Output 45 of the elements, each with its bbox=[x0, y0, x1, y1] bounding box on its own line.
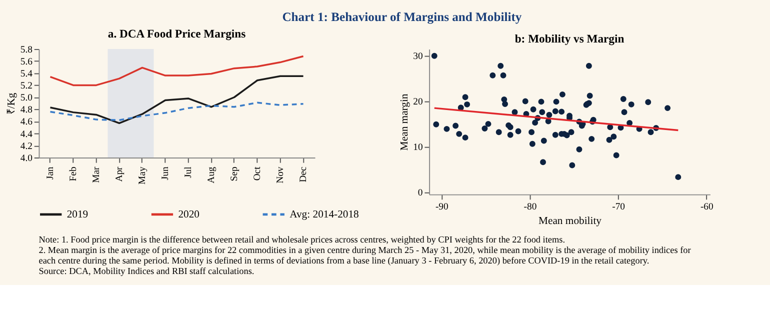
x-tick-label: Sep bbox=[229, 166, 240, 182]
x-axis-title: Mean mobility bbox=[538, 216, 602, 227]
chart-title: a. DCA Food Price Margins bbox=[108, 27, 246, 40]
y-tick-label: 5.8 bbox=[20, 44, 33, 56]
y-tick-label: 5.6 bbox=[20, 56, 33, 68]
y-tick-label: 4.8 bbox=[20, 104, 33, 116]
x-tick-label: -90 bbox=[435, 201, 449, 212]
x-tick-label: Aug bbox=[206, 166, 218, 184]
x-tick-label: -70 bbox=[612, 201, 626, 212]
x-tick-label: Jan bbox=[45, 166, 56, 180]
x-tick-label: Apr bbox=[114, 166, 126, 182]
y-tick-label: 10 bbox=[413, 142, 423, 154]
y-tick-label: 4.0 bbox=[20, 152, 33, 164]
y-tick-label: 0 bbox=[418, 187, 423, 198]
y-tick-label: 4.6 bbox=[20, 116, 33, 128]
line-series bbox=[49, 102, 304, 122]
x-tick-label: May bbox=[137, 166, 148, 184]
caption: Chart 1: Behaviour of Margins and Mobility bbox=[282, 10, 522, 24]
x-tick-label: Oct bbox=[252, 166, 264, 181]
y-axis-title: Mean margin bbox=[399, 93, 410, 151]
x-tick-label: Jun bbox=[160, 166, 172, 180]
line-series bbox=[49, 55, 304, 86]
x-tick-label: Mar bbox=[91, 166, 102, 183]
y-tick-label: 5.0 bbox=[20, 92, 33, 104]
y-tick-label: 5.4 bbox=[20, 68, 33, 80]
x-tick-label: Jul bbox=[183, 166, 194, 178]
y-tick-label: 20 bbox=[413, 96, 423, 108]
legend-label: 2020 bbox=[178, 209, 200, 220]
y-tick-label: 4.2 bbox=[20, 140, 33, 152]
y-tick-label: 5.2 bbox=[20, 80, 33, 92]
line-series bbox=[49, 75, 304, 124]
y-tick-label: 30 bbox=[413, 51, 423, 62]
x-tick-label: Feb bbox=[68, 166, 80, 182]
chart-title: b: Mobility vs Margin bbox=[514, 32, 625, 46]
y-axis-title: ₹/Kg bbox=[6, 92, 18, 115]
x-tick-label: -80 bbox=[524, 201, 537, 212]
text: 2. Mean margin is the average of price margins for 22 commodities in a given centre during March 25 - May 31, 2020, while mean mobility is the average of mobility indices for each centre during the same period. Mobility is defined in terms of deviations from a base line (January 3 - February 6, 2020) before COVID-19 in the retail category. bbox=[38, 244, 691, 266]
text: Note: 1. Food price margin is the difference between retail and wholesale prices across centres, weighted by CPI weights for the 22 food items. bbox=[38, 234, 566, 244]
source-note: Source: DCA, Mobility Indices and RBI staff calculations. bbox=[38, 266, 254, 276]
x-tick-label: Dec bbox=[298, 166, 310, 182]
x-tick-label: -60 bbox=[700, 201, 714, 212]
x-tick-label: Nov bbox=[275, 166, 286, 184]
legend-label: Avg: 2014-2018 bbox=[290, 209, 359, 220]
y-tick-label: 4.4 bbox=[20, 128, 33, 140]
legend-label: 2019 bbox=[66, 209, 88, 220]
